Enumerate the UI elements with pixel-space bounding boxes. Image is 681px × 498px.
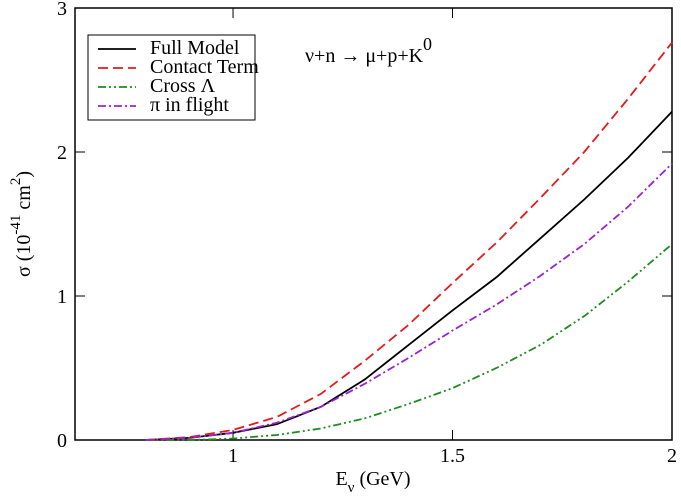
series-line [145,111,673,441]
y-tick-label: 2 [57,142,67,164]
chart-title: ν+n → μ+p+K0 [305,34,432,67]
y-tick-label: 1 [57,286,67,308]
y-tick-label: 3 [57,0,67,20]
x-tick-label: 1 [228,445,238,467]
x-tick-label: 1.5 [440,445,465,467]
legend-label: Full Model [150,37,240,59]
plot-frame [74,7,673,441]
label-part: ) [13,171,35,178]
legend-label: Contact Term [150,56,259,78]
legend-label: π in flight [150,94,229,116]
label-part: ν [348,480,355,496]
label-part: E [335,468,347,490]
label-part: cm [13,185,35,215]
series-line [145,42,673,441]
series-line [145,243,673,441]
x-tick-label: 2 [667,445,677,467]
y-axis-label: σ (10-41 cm2) [8,171,35,277]
legend-label: Cross Λ [150,75,216,97]
title-sup: 0 [423,34,432,54]
series-line [145,162,673,441]
x-axis-label: Eν (GeV) [335,468,410,496]
y-tick-label: 0 [57,430,67,452]
label-part: -41 [8,215,24,235]
label-part: (GeV) [354,468,410,490]
label-part: 2 [8,178,24,186]
title-main: ν+n → μ+p+K [305,45,424,67]
label-part: σ (10 [13,235,35,277]
